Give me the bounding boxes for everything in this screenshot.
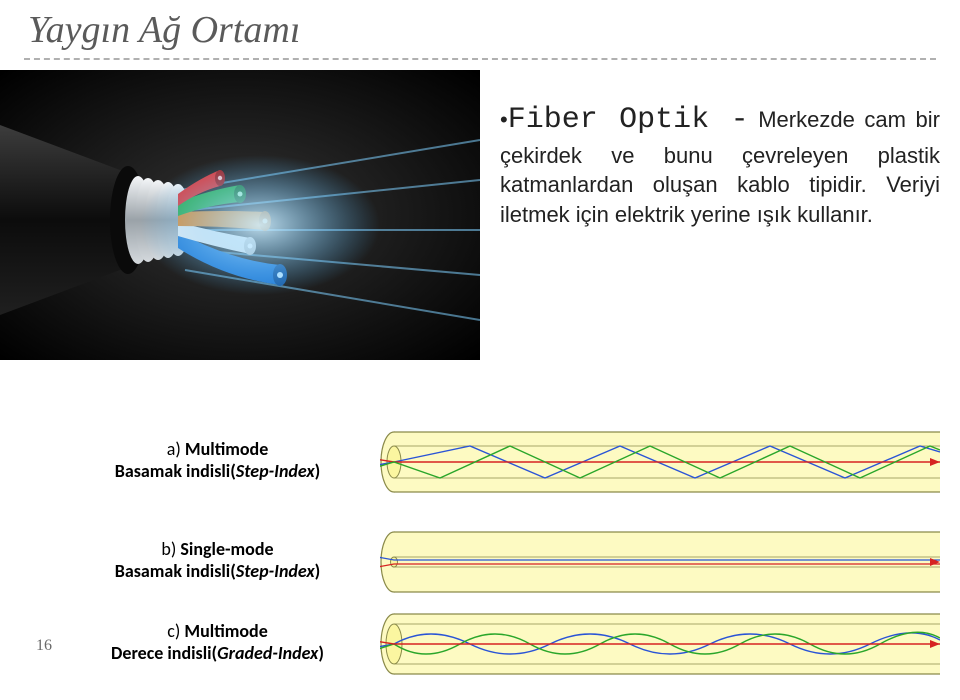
page-title: Yaygın Ağ Ortamı xyxy=(28,8,300,52)
label-prefix: a) xyxy=(167,438,185,460)
bullet: • xyxy=(500,107,508,132)
label-sub1: Basamak indisli( xyxy=(115,460,236,482)
body-text: •Fiber Optik - Merkezde cam bir çekirdek… xyxy=(500,100,940,230)
fiber-diagram-b xyxy=(380,530,940,594)
diagram-row-a: a) Multimode Basamak indisli(Step-Index) xyxy=(80,430,940,510)
label-sub3: ) xyxy=(318,642,324,664)
fiber-diagram-c xyxy=(380,612,940,676)
label-sub2: Graded-Index xyxy=(217,642,318,664)
label-sub3: ) xyxy=(315,560,321,582)
label-prefix: b) xyxy=(161,538,180,560)
diagram-row-b: b) Single-mode Basamak indisli(Step-Inde… xyxy=(80,530,940,610)
lead-term: Fiber Optik - xyxy=(508,103,749,137)
fiber-diagram-a xyxy=(380,430,940,494)
diagram-label-b: b) Single-mode Basamak indisli(Step-Inde… xyxy=(80,538,355,582)
diagram-row-c: c) Multimode Derece indisli(Graded-Index… xyxy=(80,620,940,700)
label-sub2: Step-Index xyxy=(236,460,315,482)
label-sub1: Basamak indisli( xyxy=(115,560,236,582)
diagram-label-a: a) Multimode Basamak indisli(Step-Index) xyxy=(80,438,355,482)
label-title: Single-mode xyxy=(180,538,273,560)
label-title: Multimode xyxy=(185,438,268,460)
diagram-label-c: c) Multimode Derece indisli(Graded-Index… xyxy=(80,620,355,664)
page-number: 16 xyxy=(36,637,52,655)
label-prefix: c) xyxy=(167,620,184,642)
label-sub3: ) xyxy=(315,460,321,482)
fiber-cable-illustration xyxy=(0,70,480,360)
title-divider xyxy=(24,58,936,60)
label-sub1: Derece indisli( xyxy=(111,642,217,664)
label-title: Multimode xyxy=(184,620,267,642)
label-sub2: Step-Index xyxy=(236,560,315,582)
